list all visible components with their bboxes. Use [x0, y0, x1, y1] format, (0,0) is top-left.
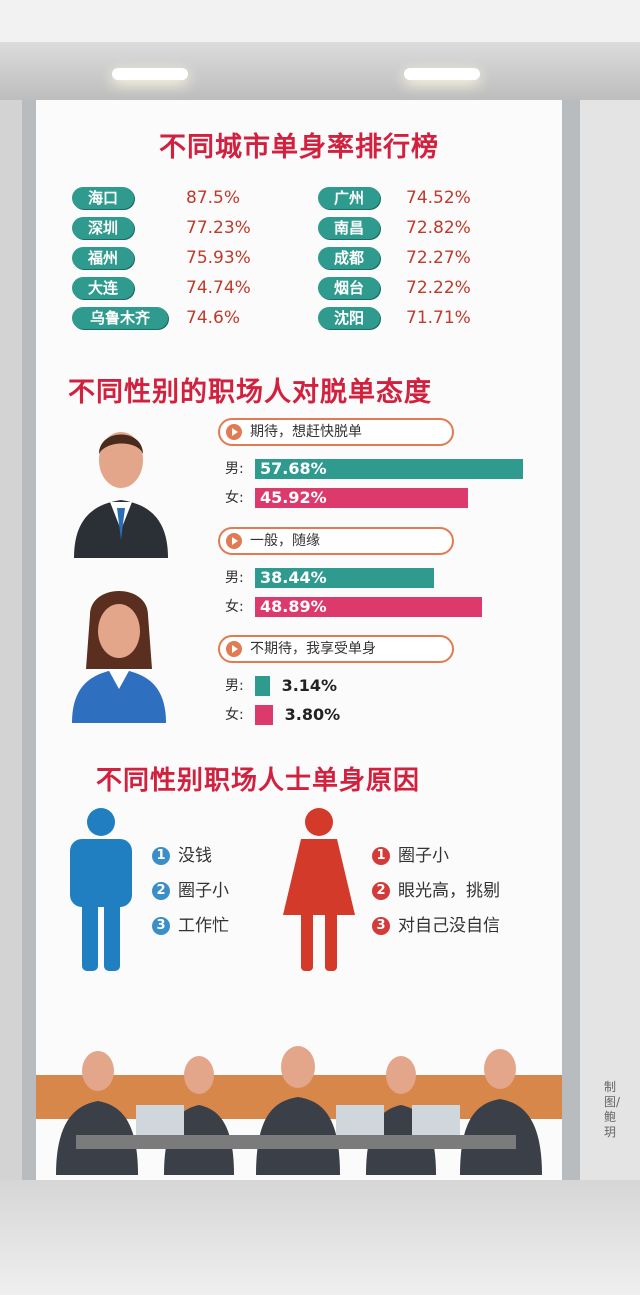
gender-label: 男: [225, 570, 244, 586]
play-icon [226, 424, 242, 440]
ceiling-lamp [404, 68, 480, 80]
attitude-option: 一般，随缘 [218, 527, 454, 555]
city-value: 74.6% [186, 308, 241, 328]
reason-male: 没钱 [178, 846, 212, 866]
reason-female: 眼光高，挑剔 [398, 881, 500, 901]
gender-label: 女: [225, 599, 244, 615]
gender-label: 女: [225, 490, 244, 506]
bar-value-male: 3.14% [281, 676, 338, 695]
city-tag: 乌鲁木齐 [72, 307, 168, 329]
infographic-panel: 不同城市单身率排行榜 海口 87.5% 深圳 77.23% 福州 75.93% 大连 74.7… [36, 100, 562, 1180]
reason-number: 3 [372, 917, 390, 935]
city-value: 71.71% [406, 308, 471, 328]
city-tag: 福州 [72, 247, 134, 269]
play-icon [226, 641, 242, 657]
reason-number: 2 [372, 882, 390, 900]
play-icon [226, 533, 242, 549]
title-reasons: 不同性别职场人士单身原因 [96, 766, 421, 796]
reason-number: 2 [152, 882, 170, 900]
attitude-option-label: 一般，随缘 [250, 533, 320, 549]
bar-female [255, 488, 469, 508]
attitude-option-label: 不期待，我享受单身 [250, 641, 376, 657]
bar-female [255, 705, 273, 725]
bar-value-female: 3.80% [284, 705, 341, 724]
city-value: 75.93% [186, 248, 251, 268]
city-value: 74.52% [406, 188, 471, 208]
city-value: 72.82% [406, 218, 471, 238]
bar-value-female: 48.89% [260, 597, 327, 616]
gender-label: 男: [225, 461, 244, 477]
city-value: 87.5% [186, 188, 241, 208]
male-figure-icon [70, 808, 132, 971]
city-tag: 广州 [318, 187, 380, 209]
attitude-option: 期待，想赶快脱单 [218, 418, 454, 446]
credit-text: 制图/鲍玥 [604, 1080, 621, 1139]
city-tag: 成都 [318, 247, 380, 269]
ceiling-lamp [112, 68, 188, 80]
gender-label: 男: [225, 678, 244, 694]
reason-female: 对自己没自信 [398, 916, 500, 936]
male-worker-icon [74, 432, 168, 558]
reason-number: 1 [372, 847, 390, 865]
city-tag: 南昌 [318, 217, 380, 239]
city-tag: 沈阳 [318, 307, 380, 329]
bar-male [255, 568, 434, 588]
gender-label: 女: [225, 707, 244, 723]
female-figure-icon [283, 808, 355, 971]
reason-male: 工作忙 [178, 916, 229, 936]
reason-number: 1 [152, 847, 170, 865]
attitude-option-label: 期待，想赶快脱单 [250, 424, 362, 440]
bar-value-female: 45.92% [260, 488, 327, 507]
pillar-left [22, 100, 36, 1180]
reason-female: 圈子小 [398, 846, 449, 866]
pillar-right [562, 100, 580, 1180]
bar-male [255, 676, 270, 696]
city-value: 74.74% [186, 278, 251, 298]
floor [0, 1180, 640, 1295]
city-value: 77.23% [186, 218, 251, 238]
office-meeting-illustration [36, 1046, 562, 1175]
bar-male [255, 459, 523, 479]
ceiling-frame [0, 42, 640, 100]
city-tag: 海口 [72, 187, 134, 209]
city-tag: 深圳 [72, 217, 134, 239]
bar-value-male: 57.68% [260, 459, 327, 478]
wall-right [580, 100, 640, 1180]
bar-value-male: 38.44% [260, 568, 327, 587]
female-worker-icon [72, 591, 166, 723]
attitude-option: 不期待，我享受单身 [218, 635, 454, 663]
wall-left [0, 100, 22, 1180]
city-tag: 大连 [72, 277, 134, 299]
title-city-ranking: 不同城市单身率排行榜 [159, 132, 439, 163]
reason-male: 圈子小 [178, 881, 229, 901]
title-attitude: 不同性别的职场人对脱单态度 [68, 377, 432, 408]
reason-number: 3 [152, 917, 170, 935]
city-tag: 烟台 [318, 277, 380, 299]
city-value: 72.22% [406, 278, 471, 298]
city-value: 72.27% [406, 248, 471, 268]
bar-female [255, 597, 483, 617]
